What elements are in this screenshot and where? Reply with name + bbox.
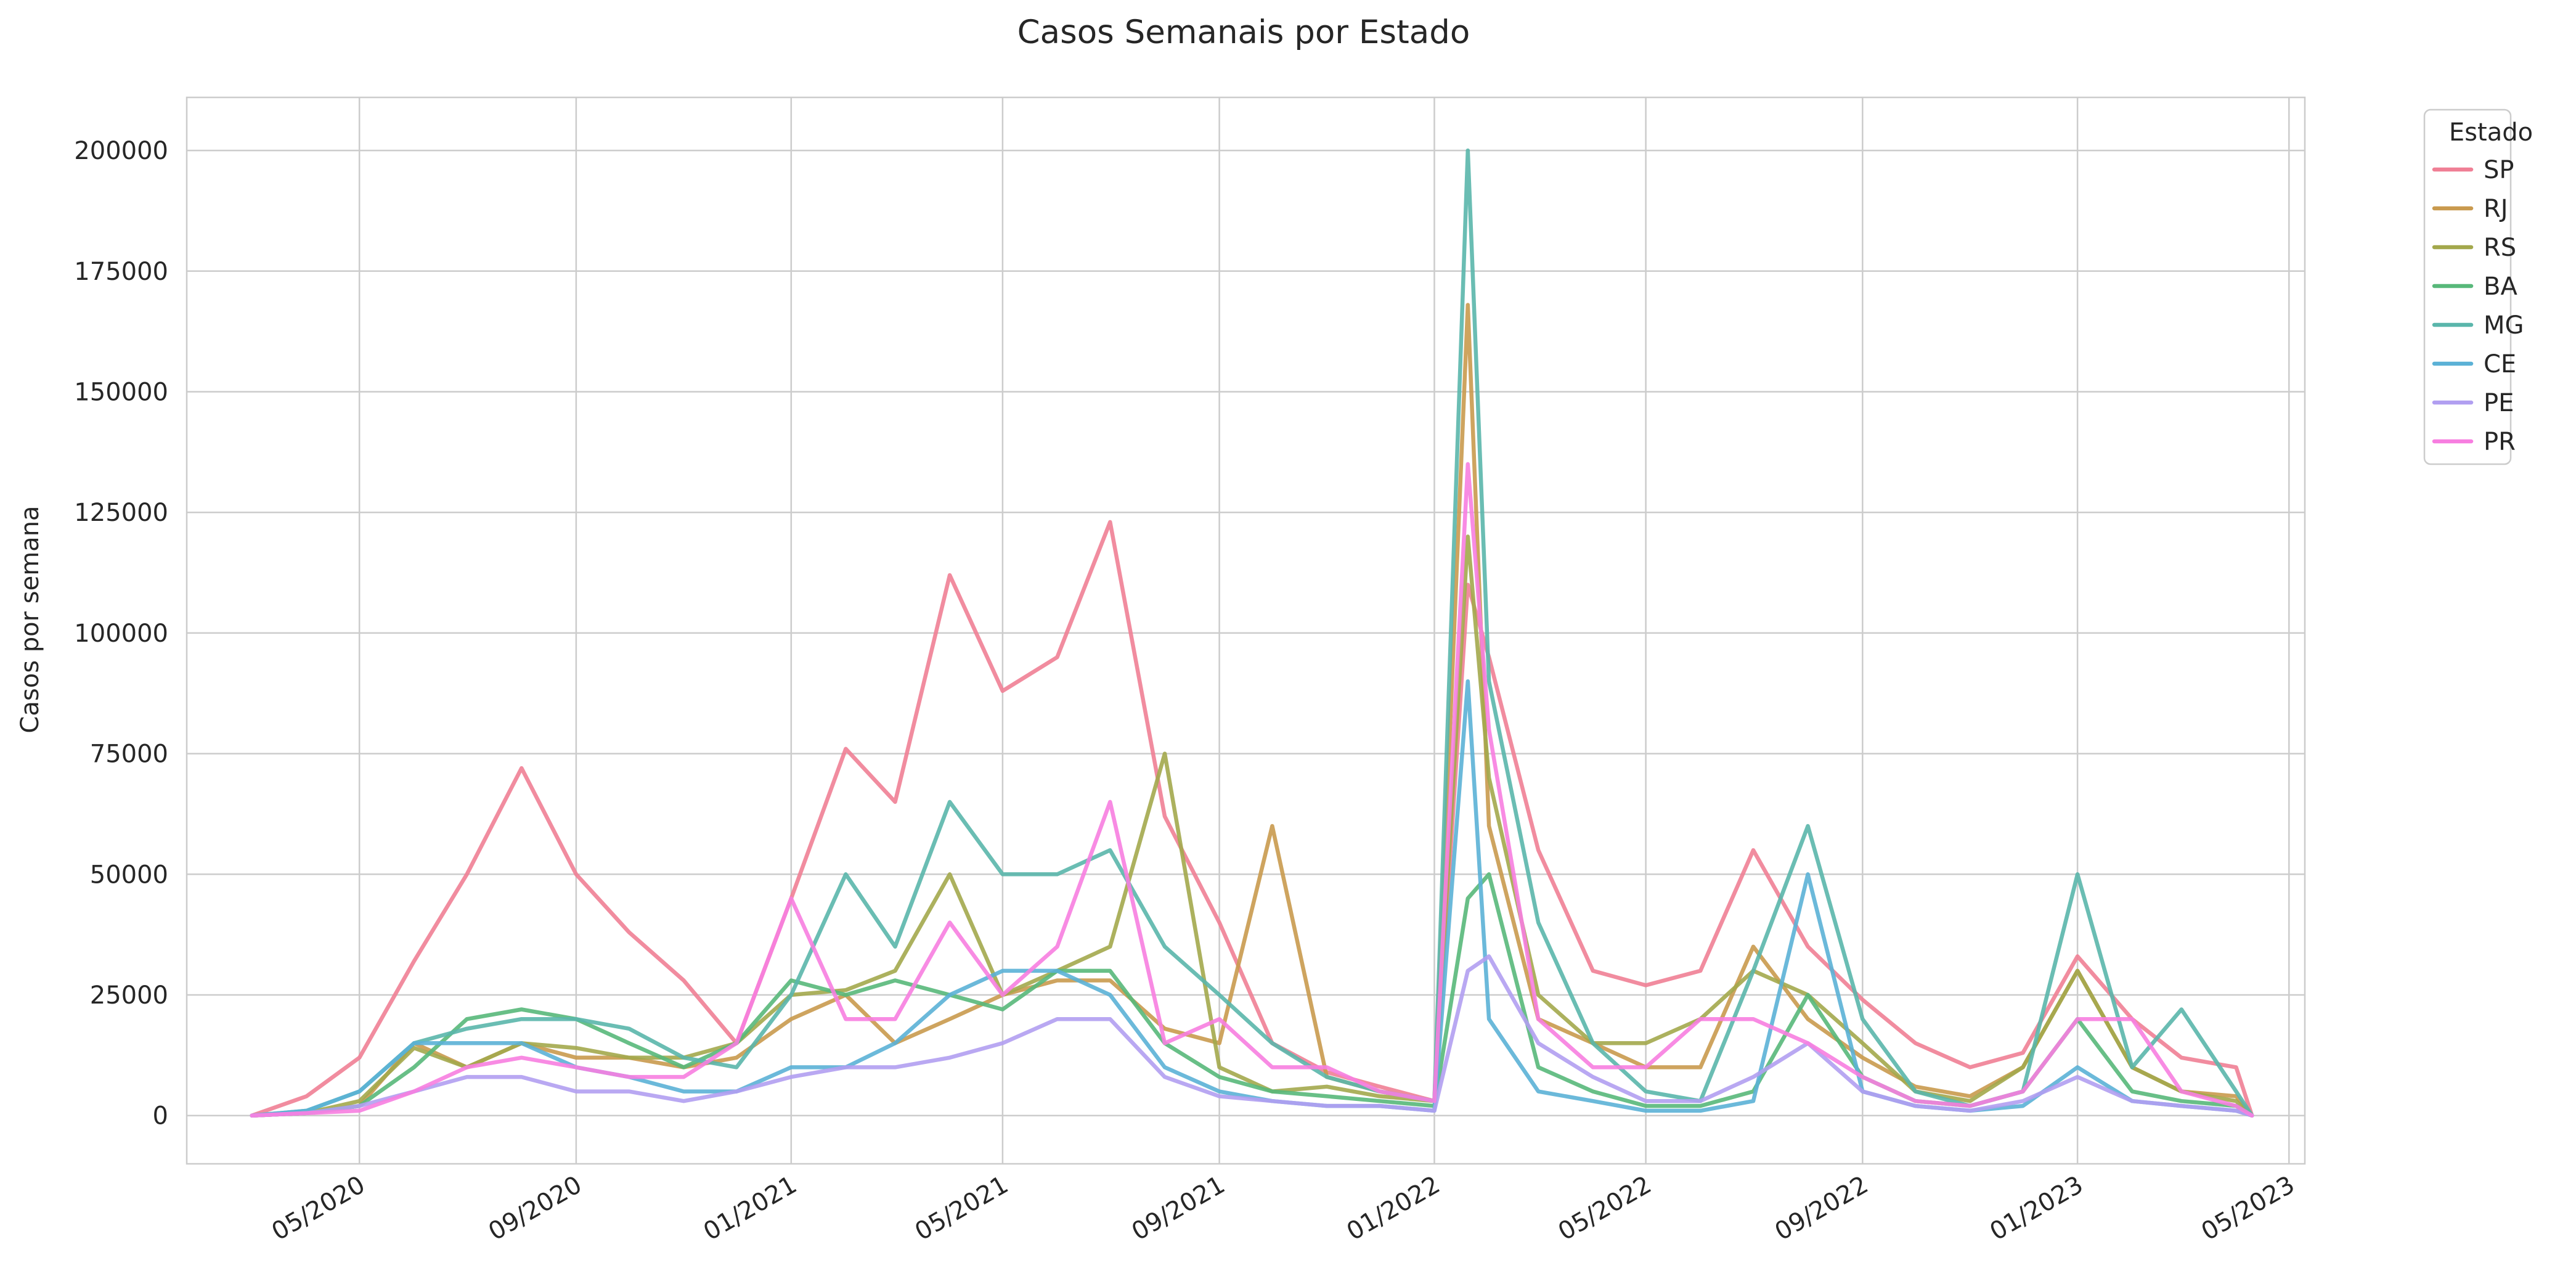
x-tick-label: 05/2022 xyxy=(1554,1171,1657,1246)
plot-frame xyxy=(185,96,2306,1165)
y-tick-label: 175000 xyxy=(74,258,168,286)
y-tick-label: 50000 xyxy=(90,861,168,889)
x-tick-label: 01/2021 xyxy=(699,1171,802,1246)
legend-label-rs: RS xyxy=(2484,234,2516,262)
series-line-rj xyxy=(250,303,2254,1118)
x-tick-label: 01/2022 xyxy=(1342,1171,1445,1246)
legend-label-ce: CE xyxy=(2484,350,2516,378)
x-tick-label: 05/2023 xyxy=(2196,1171,2299,1246)
legend-label-pr: PR xyxy=(2484,428,2516,456)
series-line-rs xyxy=(250,534,2254,1118)
legend-items: SP RJ RS BA MG CE PE PR xyxy=(2432,156,2524,456)
series-line-mg xyxy=(250,148,2254,1118)
series-line-pr xyxy=(250,462,2254,1118)
series-lines xyxy=(250,148,2254,1118)
x-tick-label: 09/2021 xyxy=(1127,1171,1230,1246)
legend-title: Estado xyxy=(2449,118,2533,147)
y-tick-label: 0 xyxy=(153,1102,168,1131)
x-tick-label: 09/2020 xyxy=(484,1171,587,1246)
y-axis-label: Casos por semana xyxy=(16,505,44,733)
y-tick-label: 100000 xyxy=(74,620,168,648)
series-line-sp xyxy=(250,520,2254,1118)
x-tick-label: 05/2020 xyxy=(267,1171,370,1246)
y-tick-label: 150000 xyxy=(74,378,168,407)
y-tick-label: 200000 xyxy=(74,137,168,165)
legend-label-pe: PE xyxy=(2484,389,2514,417)
y-tick-label: 25000 xyxy=(90,981,168,1010)
legend-label-mg: MG xyxy=(2484,311,2524,340)
x-tick-label: 05/2021 xyxy=(910,1171,1013,1246)
legend-label-sp: SP xyxy=(2484,156,2514,184)
legend: Estado SP RJ RS BA MG CE PE PR xyxy=(2423,108,2533,465)
chart-title: Casos Semanais por Estado xyxy=(1017,14,1470,51)
series-line-pe xyxy=(250,954,2254,1118)
legend-label-ba: BA xyxy=(2484,272,2517,301)
y-tick-label: 125000 xyxy=(74,499,168,527)
grid xyxy=(187,97,2305,1164)
x-tick-label: 09/2022 xyxy=(1770,1171,1873,1246)
x-tick-label: 01/2023 xyxy=(1985,1171,2088,1246)
axes: 0 25000 50000 75000 100000 125000 150000 175000… xyxy=(74,96,2306,1246)
legend-label-rj: RJ xyxy=(2484,195,2508,223)
y-tick-label: 75000 xyxy=(90,740,168,769)
